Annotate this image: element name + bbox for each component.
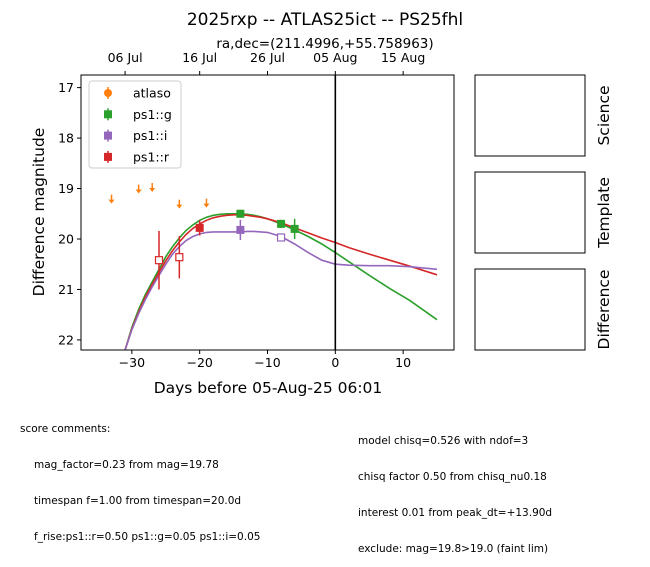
- image-panel-template: [474, 171, 586, 254]
- y-tick-label: 20: [58, 231, 74, 246]
- score-comment-line: chisq factor 0.50 from chisq_nu0.18: [358, 471, 547, 483]
- score-comments-left: score comments: mag_factor=0.23 from mag…: [20, 399, 260, 555]
- x-tick-label: −20: [186, 355, 212, 370]
- y-tick-label: 19: [58, 181, 74, 196]
- score-comments-right: model chisq=0.526 with ndof=3 chisq fact…: [358, 411, 552, 567]
- score-comment-line: mag_factor=0.23 from mag=19.78: [34, 459, 219, 471]
- legend-marker: [104, 152, 112, 161]
- image-panel-label: Difference: [595, 270, 613, 350]
- chart-title: 2025rxp -- ATLAS25ict -- PS25fhl: [187, 10, 463, 30]
- upper-limit-arrow: [108, 199, 115, 204]
- score-comment-line: model chisq=0.526 with ndof=3: [358, 435, 529, 447]
- x-tick-label: −30: [119, 355, 145, 370]
- y-tick-label: 17: [58, 80, 74, 95]
- x-axis-label: Days before 05-Aug-25 06:01: [154, 379, 383, 397]
- image-panel-science: [474, 74, 586, 157]
- legend-frame: [88, 80, 182, 169]
- legend-marker: [104, 131, 112, 140]
- y-tick-label: 21: [58, 282, 74, 297]
- score-comment-line: timespan f=1.00 from timespan=20.0d: [34, 495, 242, 507]
- data-point: [290, 224, 299, 233]
- upper-limit-arrow: [135, 189, 142, 194]
- y-axis-label: Difference magnitude: [30, 128, 48, 297]
- x-tick-label: −10: [254, 355, 280, 370]
- data-point: [195, 223, 204, 232]
- upper-limit-arrow: [176, 204, 183, 209]
- upper-limit-arrow: [149, 188, 156, 193]
- top-axis-tick-label: 05 Aug: [313, 50, 357, 65]
- top-axis-tick-label: 15 Aug: [381, 50, 425, 65]
- top-axis-tick-label: 16 Jul: [182, 50, 217, 65]
- score-comment-line: interest 0.01 from peak_dt=+13.90d: [358, 507, 553, 519]
- legend-label: ps1::g: [133, 107, 172, 122]
- model-curve: [124, 230, 438, 350]
- model-curve: [124, 214, 438, 350]
- plot-area: −30 −20 −10 0 10 17 18 19 20 21 22 06 Jul 16 Jul 26 J…: [58, 50, 455, 370]
- image-panel-label: Template: [595, 177, 613, 249]
- top-axis-tick-label: 06 Jul: [108, 50, 143, 65]
- legend-label: atlaso: [133, 86, 171, 101]
- score-comments-heading: score comments:: [20, 423, 111, 435]
- top-axis-tick-label: 26 Jul: [250, 50, 285, 65]
- legend-marker: [104, 89, 112, 97]
- legend-marker: [104, 110, 112, 119]
- light-curve-figure: 2025rxp -- ATLAS25ict -- PS25fhl ra,dec=…: [30, 10, 613, 397]
- y-tick-label: 18: [58, 131, 74, 146]
- upper-limit-arrow: [203, 203, 210, 208]
- legend-label: ps1::i: [133, 128, 167, 143]
- chart-subtitle: ra,dec=(211.4996,+55.758963): [216, 36, 433, 52]
- image-panel-label: Science: [595, 85, 613, 145]
- data-point: [277, 219, 286, 228]
- image-panels: Science Template Difference: [474, 74, 613, 351]
- data-point: [175, 253, 184, 262]
- data-point: [276, 233, 286, 242]
- data-point: [236, 225, 245, 234]
- legend-label: ps1::r: [133, 149, 170, 164]
- image-panel-difference: [474, 268, 586, 351]
- data-point: [154, 256, 164, 265]
- score-comment-line: f_rise:ps1::r=0.50 ps1::g=0.05 ps1::i=0.…: [34, 531, 261, 543]
- model-curve: [124, 213, 438, 350]
- y-tick-label: 22: [58, 332, 74, 347]
- data-point: [236, 209, 245, 218]
- x-tick-label: 0: [331, 355, 339, 370]
- x-tick-label: 10: [395, 355, 411, 370]
- score-comment-line: exclude: mag=19.8>19.0 (faint lim): [358, 543, 549, 555]
